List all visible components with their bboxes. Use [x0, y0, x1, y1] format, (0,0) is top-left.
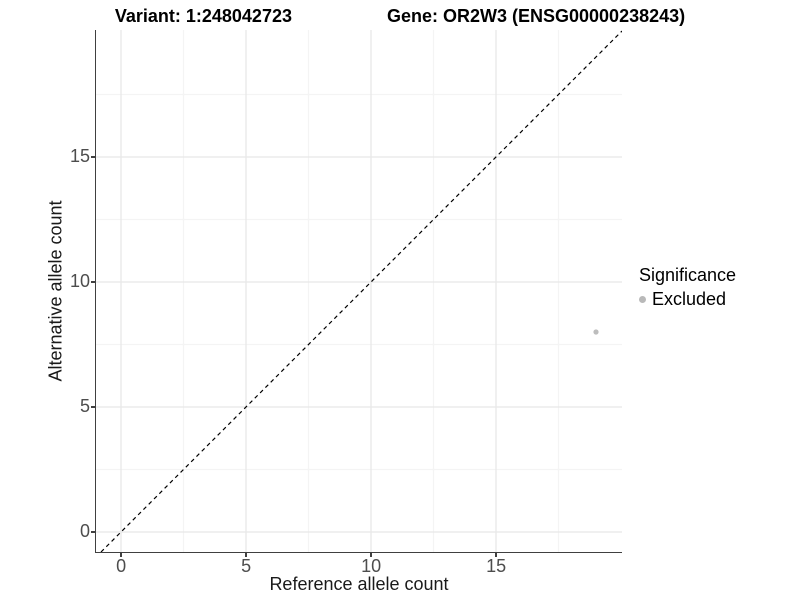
y-tick-label: 5 [79, 396, 90, 417]
gene-title: Gene: OR2W3 (ENSG00000238243) [386, 6, 686, 26]
legend: Significance Excluded [639, 265, 736, 310]
y-axis-title: Alternative allele count [45, 200, 66, 382]
x-tick-label: 10 [361, 556, 382, 576]
x-tick-label: 0 [116, 556, 127, 576]
legend-item-excluded: Excluded [639, 289, 736, 310]
x-tick-mark [120, 552, 122, 557]
x-tick-mark [245, 552, 247, 557]
x-tick-label: 15 [486, 556, 507, 576]
y-tick-mark [91, 531, 96, 533]
y-tick-label: 0 [79, 521, 90, 542]
legend-title: Significance [639, 265, 737, 285]
x-tick-mark [370, 552, 372, 557]
variant-title: Variant: 1:248042723 [114, 6, 292, 26]
y-tick-mark [91, 156, 96, 158]
x-tick-mark [495, 552, 497, 557]
plot-panel [94, 30, 622, 553]
y-tick-label: 15 [69, 146, 90, 167]
identity-line [100, 30, 622, 552]
x-tick-label: 5 [241, 556, 252, 576]
plot-title: Variant: 1:248042723 Gene: OR2W3 (ENSG00… [0, 6, 800, 27]
y-tick-mark [91, 281, 96, 283]
data-point [592, 329, 599, 335]
y-tick-label: 10 [69, 271, 90, 292]
legend-item-label: Excluded [652, 289, 727, 309]
legend-point-icon [639, 296, 646, 303]
plot-area-svg [95, 30, 622, 552]
y-tick-mark [91, 406, 96, 408]
x-axis-title: Reference allele count [269, 574, 449, 594]
